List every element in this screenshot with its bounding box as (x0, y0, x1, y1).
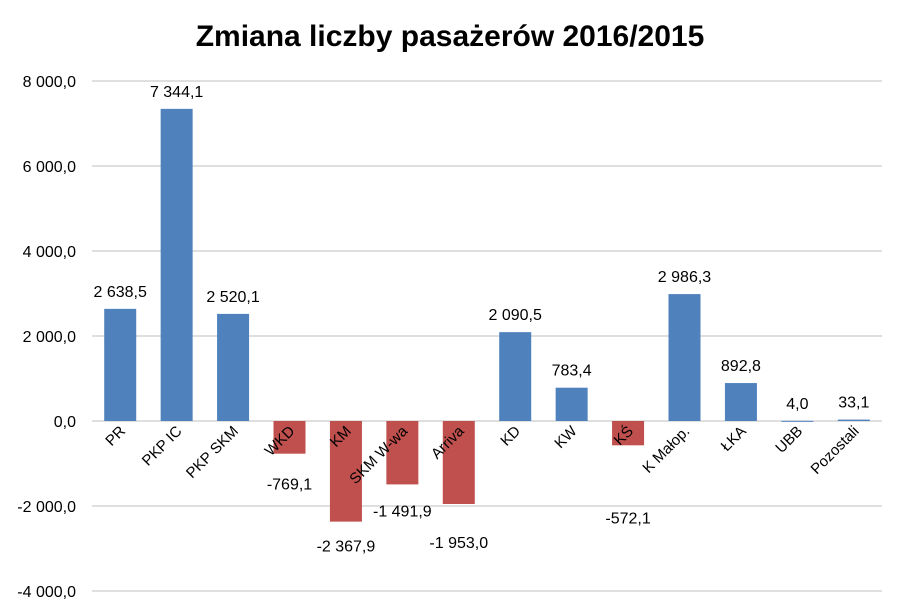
data-label: -2 367,9 (317, 539, 376, 556)
data-label: -1 491,9 (373, 503, 432, 520)
data-label: -769,1 (267, 477, 312, 494)
bar (442, 421, 475, 505)
data-label: -572,1 (605, 510, 650, 527)
x-tick-label: ŁKA (718, 423, 750, 455)
bar (104, 308, 137, 421)
data-label: 4,0 (786, 396, 808, 413)
y-tick-label: -4 000,0 (17, 584, 76, 601)
bar (386, 421, 419, 485)
y-tick-label: 6 000,0 (23, 159, 76, 176)
y-tick-label: 2 000,0 (23, 329, 76, 346)
x-tick-label: PR (102, 423, 129, 450)
bar (555, 387, 588, 421)
y-tick-label: 8 000,0 (23, 74, 76, 91)
y-tick-label: 0,0 (54, 414, 76, 431)
bar (329, 421, 362, 522)
data-label: -1 953,0 (429, 535, 488, 552)
x-tick-label: UBB (772, 423, 806, 457)
y-tick-label: 4 000,0 (23, 244, 76, 261)
data-label: 7 344,1 (150, 84, 203, 101)
bar (837, 419, 870, 421)
bar (781, 420, 814, 422)
data-label: 2 986,3 (658, 269, 711, 286)
bar (612, 421, 645, 446)
x-tick-label: PKP SKM (183, 423, 242, 482)
bar (273, 421, 306, 454)
y-tick-label: -2 000,0 (17, 499, 76, 516)
data-label: 2 520,1 (206, 289, 259, 306)
x-tick-label: Pozostali (808, 423, 863, 478)
bar (668, 294, 701, 421)
x-tick-label: KW (551, 422, 581, 452)
bar (160, 108, 193, 422)
data-label: 2 090,5 (489, 307, 542, 324)
data-label: 2 638,5 (94, 284, 147, 301)
x-tick-label: K Małop. (639, 423, 693, 477)
chart-title: Zmiana liczby pasażerów 2016/2015 (196, 20, 705, 53)
data-label: 783,4 (552, 363, 592, 380)
bar (499, 332, 532, 421)
x-tick-label: KD (497, 423, 524, 450)
bar (217, 313, 250, 421)
data-label: 892,8 (721, 358, 761, 375)
x-tick-label: PKP IC (139, 423, 186, 470)
data-label: 33,1 (838, 395, 869, 412)
bar (724, 383, 757, 421)
